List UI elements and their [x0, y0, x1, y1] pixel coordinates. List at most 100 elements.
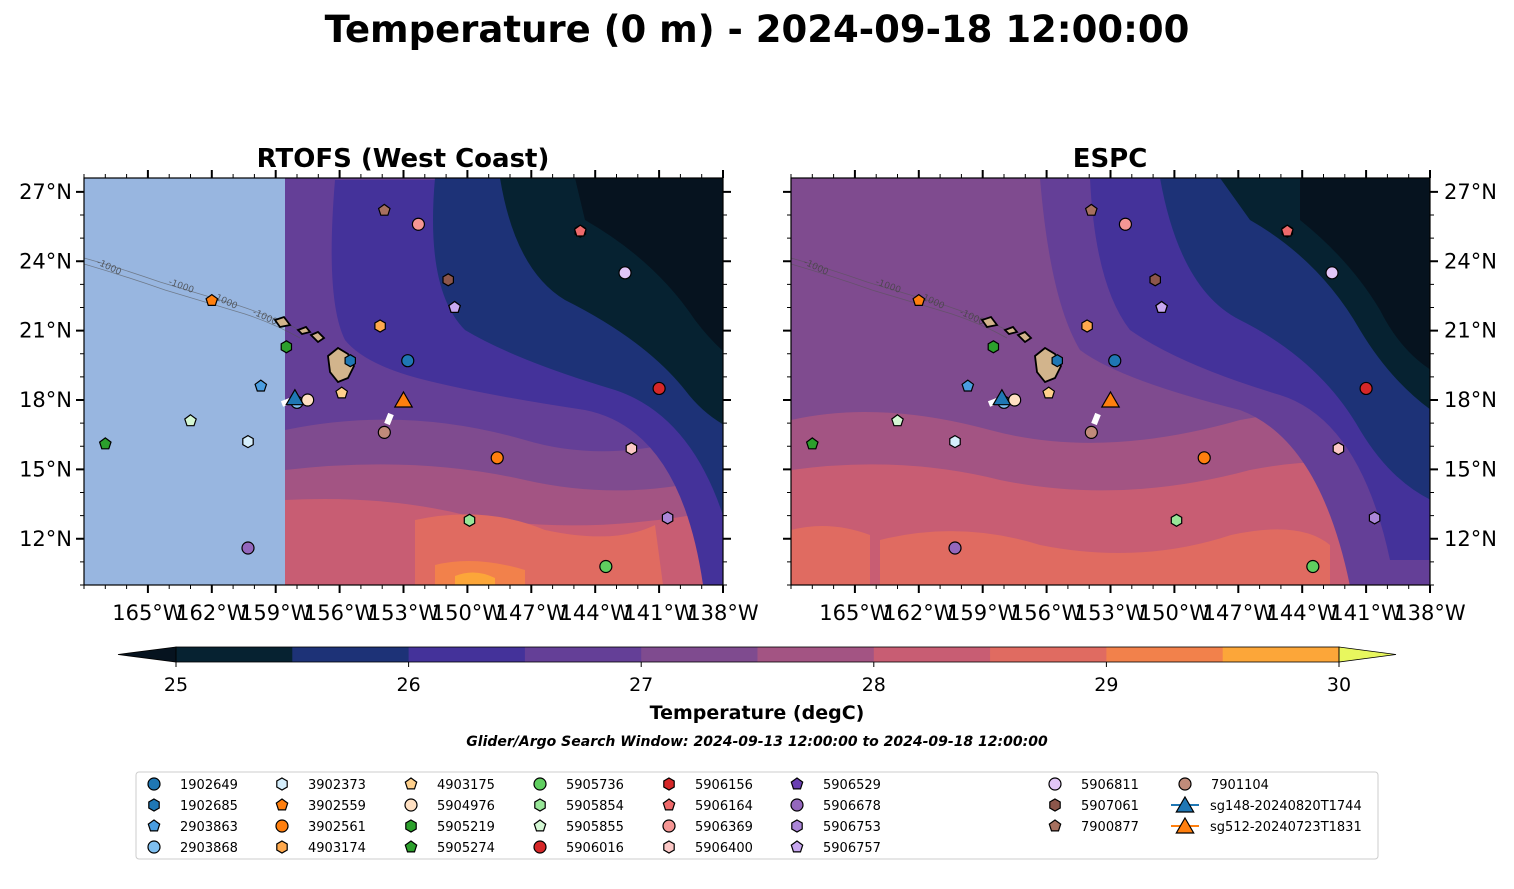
colorbar-under-arrow [117, 646, 177, 663]
float-marker-7901104 [377, 425, 391, 439]
legend-marker-3902561 [275, 819, 289, 833]
legend-item: 4903174 [276, 840, 366, 856]
x-tick-label: 150°W [1139, 601, 1211, 625]
legend-label: 7900877 [1081, 820, 1139, 835]
float-marker-1902685 [1051, 354, 1064, 368]
colorbar-band [873, 647, 991, 662]
float-marker-5906369 [1118, 217, 1133, 231]
colorbar-tick-label: 27 [629, 674, 653, 696]
legend-label: 2903868 [180, 841, 238, 856]
legend-label: 5906156 [695, 778, 753, 793]
float-marker-5906811 [618, 266, 632, 280]
legend-item: 5906164 [662, 798, 753, 814]
float-marker-5906016 [652, 381, 666, 396]
float-marker-4903175 [1042, 386, 1056, 399]
legend-item: 5906529 [790, 777, 881, 793]
legend-label: 5905855 [566, 820, 624, 835]
x-tick-label: 150°W [432, 601, 504, 625]
x-tick-label: 147°W [1203, 601, 1275, 625]
colorbar-band [292, 647, 410, 662]
legend-marker-5906164 [662, 798, 676, 811]
panel-title-espc: ESPC [1073, 144, 1148, 174]
float-marker-4903174 [374, 319, 386, 333]
float-marker-1902649 [1108, 354, 1122, 368]
colorbar-tick-label: 30 [1327, 674, 1351, 696]
legend-item: 5905855 [533, 819, 624, 835]
x-tick-label: 144°W [560, 601, 632, 625]
colorbar-band [1222, 647, 1340, 662]
float-marker-1902649 [401, 354, 415, 368]
legend-item: 3902373 [276, 777, 366, 793]
search-window-text: Glider/Argo Search Window: 2024-09-13 12… [466, 734, 1048, 750]
map-panel-espc: ESPC - [790, 144, 1431, 586]
colorbar-band [757, 647, 875, 662]
float-marker-7900877 [1084, 203, 1098, 216]
legend-label: 5906753 [823, 820, 881, 835]
legend-item: 5907061 [1049, 798, 1139, 814]
float-marker-5905274 [805, 437, 819, 450]
y-tick-label: 24°N [19, 249, 72, 273]
y-tick-label: 21°N [19, 319, 72, 343]
x-tick-label: 138°W [1394, 601, 1466, 625]
glider-track-sg512 [384, 412, 394, 426]
legend-item: 5905219 [405, 819, 495, 835]
legend-label: 5905274 [437, 841, 495, 856]
float-marker-2903863 [254, 379, 268, 392]
legend-marker-5906678 [790, 798, 804, 812]
colorbar-over-arrow [1338, 646, 1397, 663]
temperature-field-rtofs [285, 178, 723, 585]
legend-item: 5906811 [1048, 777, 1139, 793]
float-marker-5906369 [411, 217, 426, 231]
legend-item: 4903175 [404, 777, 495, 793]
sst-bands-espc [791, 178, 1430, 585]
y-tick-label: 15°N [1444, 457, 1497, 481]
y-tick-label: 27°N [1444, 180, 1497, 204]
legend-label: 5906016 [566, 841, 624, 856]
x-tick-label: 141°W [623, 601, 695, 625]
float-marker-sg512-20240723T1831 [1100, 390, 1121, 408]
legend-label: 5905854 [566, 799, 624, 814]
float-marker-5906016 [1359, 381, 1373, 396]
float-marker-5906678 [241, 541, 255, 555]
colorbar-tick-label: 29 [1094, 674, 1118, 696]
legend-label: 5905736 [566, 778, 624, 793]
legend-label: 5906164 [695, 799, 753, 814]
float-marker-5906757 [1155, 300, 1169, 313]
colorbar-label: Temperature (degC) [650, 702, 865, 724]
float-markers-rtofs [98, 203, 674, 574]
legend-item: 5906678 [790, 798, 881, 814]
legend-label: 4903174 [308, 841, 366, 856]
x-tick-label: 165°W [819, 601, 891, 625]
legend-item: 2903868 [147, 840, 238, 856]
y-tick-label: 27°N [19, 180, 72, 204]
float-marker-5907061 [1149, 273, 1162, 287]
legend-marker-sg148-20240820T1744 [1175, 795, 1195, 813]
glider-track-sg512-espc [1091, 412, 1101, 426]
legend-label: 5906757 [823, 841, 881, 856]
legend-marker-5906016 [533, 840, 547, 854]
legend-label: 7901104 [1211, 778, 1269, 793]
float-marker-4903174 [1081, 319, 1093, 333]
float-marker-5905736 [599, 559, 613, 574]
colorbar: 25 26 27 28 29 30 [117, 646, 1397, 696]
float-marker-sg148-20240820T1744 [992, 388, 1012, 406]
map-axes: 165°W162°W159°W156°W153°W150°W147°W144°W… [19, 170, 1497, 625]
colorbar-band [524, 647, 642, 662]
legend-marker-5905219 [405, 819, 417, 833]
float-marker-5905854 [463, 513, 476, 527]
legend-label: sg512-20240723T1831 [1210, 820, 1362, 835]
legend-marker-5905855 [533, 819, 547, 832]
colorbar-tick-label: 25 [164, 674, 188, 696]
x-tick-label: 156°W [304, 601, 376, 625]
y-tick-label: 15°N [19, 457, 72, 481]
float-marker-5904976 [1008, 393, 1022, 407]
colorbar-band [408, 647, 526, 662]
float-marker-5905736 [1306, 559, 1320, 574]
legend-marker-5906757 [790, 840, 804, 853]
legend-item: 1902649 [147, 777, 238, 793]
float-marker-5906811 [1325, 266, 1339, 280]
float-marker-3902373 [242, 434, 254, 449]
legend-marker-5906369 [662, 819, 676, 833]
legend-marker-7900877 [1048, 819, 1062, 832]
